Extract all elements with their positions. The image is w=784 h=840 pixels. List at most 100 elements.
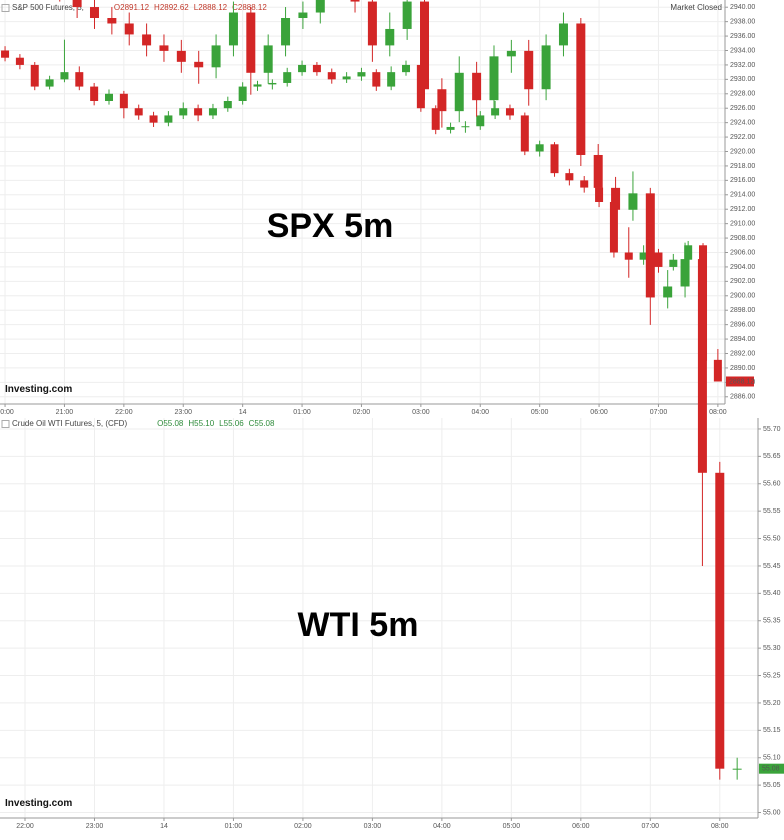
y-tick-label: 55.15 bbox=[763, 727, 781, 734]
y-tick-label: 55.50 bbox=[763, 535, 781, 542]
last-price-tag bbox=[759, 763, 784, 774]
y-tick-label: 55.55 bbox=[763, 508, 781, 515]
ohlc-readout: L55.06 bbox=[219, 419, 244, 428]
ohlc-readout: H55.10 bbox=[188, 419, 214, 428]
candle-body bbox=[476, 115, 485, 127]
y-tick-label: 55.30 bbox=[763, 645, 781, 652]
annotation: WTI 5m bbox=[298, 606, 419, 644]
ohlc-readout: O2891.12 bbox=[114, 3, 150, 12]
candle-body bbox=[327, 72, 336, 80]
y-tick-label: 2940.00 bbox=[730, 4, 755, 11]
candle-body bbox=[30, 64, 39, 87]
y-tick-label: 2930.00 bbox=[730, 76, 755, 83]
candle-body bbox=[491, 108, 500, 116]
ohlc-readout: H2892.62 bbox=[154, 3, 189, 12]
candle-body bbox=[315, 0, 325, 13]
y-tick-label: 2934.00 bbox=[730, 47, 755, 54]
x-tick-label: 07:00 bbox=[650, 409, 668, 416]
candle-body bbox=[357, 72, 366, 77]
x-tick-label: 07:00 bbox=[642, 823, 660, 830]
candle-body bbox=[159, 45, 169, 51]
y-tick-label: 2908.00 bbox=[730, 235, 755, 242]
candle-body bbox=[446, 126, 455, 130]
ohlc-readout: C55.08 bbox=[249, 419, 275, 428]
x-tick-label: 20:00 bbox=[0, 409, 14, 416]
candle-body bbox=[669, 259, 678, 267]
candle-body bbox=[565, 173, 574, 181]
logo: Investing.com bbox=[5, 384, 72, 395]
chart-title: S&P 500 Futures, 5, bbox=[12, 3, 84, 12]
x-tick-label: 23:00 bbox=[174, 409, 192, 416]
x-tick-label: 23:00 bbox=[86, 823, 104, 830]
candle-body bbox=[107, 18, 117, 24]
candle-body bbox=[268, 82, 277, 85]
candle-body bbox=[246, 12, 256, 73]
x-tick-label: 14 bbox=[160, 823, 168, 830]
candle-body bbox=[520, 115, 529, 152]
x-tick-label: 02:00 bbox=[294, 823, 312, 830]
chart-header: S&P 500 Futures, 5, O2891.12 H2892.62 L2888… bbox=[12, 3, 267, 12]
candle-body bbox=[732, 768, 742, 770]
y-tick-label: 55.45 bbox=[763, 563, 781, 570]
candle-body bbox=[437, 89, 447, 112]
y-tick-label: 2924.00 bbox=[730, 119, 755, 126]
candle-body bbox=[119, 93, 128, 109]
candle-body bbox=[45, 79, 54, 87]
y-tick-label: 2928.00 bbox=[730, 91, 755, 98]
y-tick-label: 55.70 bbox=[763, 426, 781, 433]
annotation: SPX 5m bbox=[267, 207, 394, 245]
market-status: Market Closed bbox=[670, 3, 722, 12]
candle-body bbox=[715, 472, 725, 769]
candle-body bbox=[105, 93, 114, 101]
y-tick-label: 55.60 bbox=[763, 481, 781, 488]
candle-body bbox=[176, 50, 186, 62]
y-tick-label: 2904.00 bbox=[730, 264, 755, 271]
candle-body bbox=[253, 84, 262, 87]
candle-body bbox=[263, 45, 273, 73]
x-tick-label: 05:00 bbox=[503, 823, 521, 830]
x-tick-label: 06:00 bbox=[572, 823, 590, 830]
candle-body bbox=[142, 34, 152, 46]
x-tick-label: 21:00 bbox=[56, 409, 74, 416]
candle-body bbox=[624, 252, 633, 260]
candle-body bbox=[385, 28, 395, 46]
x-tick-label: 22:00 bbox=[16, 823, 34, 830]
candle-body bbox=[223, 101, 232, 109]
candle-body bbox=[72, 0, 82, 8]
ohlc-readout: L2888.12 bbox=[194, 3, 228, 12]
last-price-label: 2888.12 bbox=[729, 378, 754, 385]
x-tick-label: 01:00 bbox=[293, 409, 311, 416]
x-tick-label: 02:00 bbox=[353, 409, 371, 416]
chart-header: Crude Oil WTI Futures, 5, (CFD) O55.08 H55… bbox=[12, 419, 275, 428]
candle-body bbox=[149, 115, 158, 123]
candle-body bbox=[350, 0, 360, 2]
y-tick-label: 2920.00 bbox=[730, 148, 755, 155]
y-tick-label: 2922.00 bbox=[730, 134, 755, 141]
candle-body bbox=[454, 72, 464, 112]
y-tick-label: 2912.00 bbox=[730, 206, 755, 213]
candle-body bbox=[595, 187, 604, 202]
candle-body bbox=[524, 50, 534, 90]
x-tick-label: 04:00 bbox=[471, 409, 489, 416]
candle-body bbox=[558, 23, 568, 46]
y-tick-label: 2898.00 bbox=[730, 307, 755, 314]
candle-body bbox=[541, 45, 551, 90]
y-tick-label: 2894.00 bbox=[730, 336, 755, 343]
candle-body bbox=[134, 108, 143, 116]
x-tick-label: 04:00 bbox=[433, 823, 451, 830]
candle-body bbox=[194, 108, 203, 116]
candle-body bbox=[89, 7, 99, 18]
header-icon bbox=[1, 420, 10, 428]
candle-body bbox=[609, 202, 618, 253]
x-tick-label: 08:00 bbox=[711, 823, 729, 830]
x-tick-label: 03:00 bbox=[412, 409, 430, 416]
candle-body bbox=[697, 259, 707, 473]
candle-body bbox=[402, 1, 412, 29]
candle-body bbox=[713, 359, 722, 382]
y-tick-label: 2926.00 bbox=[730, 105, 755, 112]
y-tick-label: 2896.00 bbox=[730, 321, 755, 328]
y-tick-label: 55.20 bbox=[763, 700, 781, 707]
candle-body bbox=[179, 108, 188, 116]
